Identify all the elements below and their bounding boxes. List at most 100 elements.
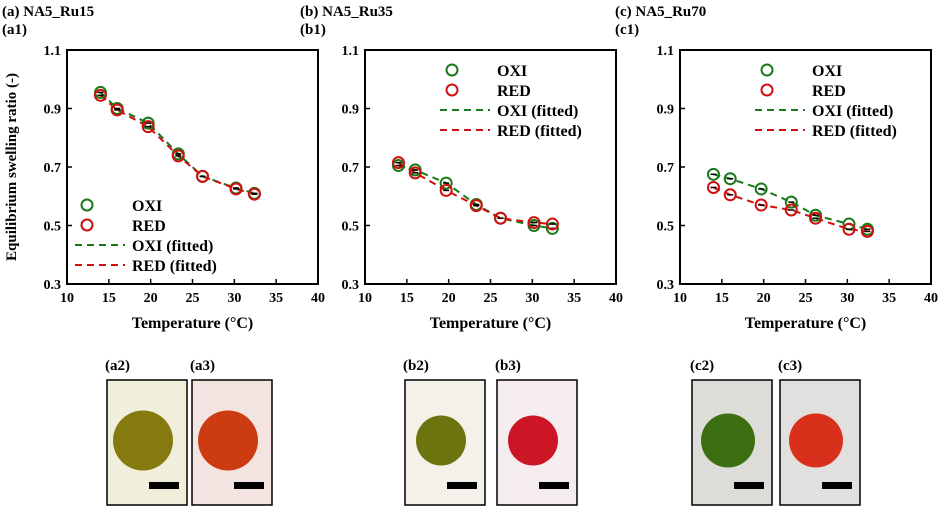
gel-bead	[789, 413, 843, 468]
legend-entry: OXI (fitted)	[132, 238, 213, 255]
data-point-red	[842, 222, 856, 236]
scale-bar	[734, 482, 764, 489]
legend-entry: OXI	[812, 63, 842, 80]
legend-entry: RED	[132, 218, 166, 235]
x-tick-label: 25	[186, 291, 200, 306]
data-point-red	[93, 88, 107, 102]
x-tick-label: 30	[525, 291, 539, 306]
scale-bar	[234, 482, 264, 489]
photo-label: (b2)	[403, 358, 429, 374]
gel-bead	[113, 410, 173, 471]
legend-entry: OXI (fitted)	[497, 103, 578, 120]
data-point-oxi	[784, 195, 798, 209]
y-tick-label: 0.9	[657, 103, 675, 118]
chart-0: (a) NA5_Ru15 (a1) 10 15 20 25 30 35 40 0.3 0.5 0.7 0…	[2, 4, 325, 332]
y-tick-label: 1.1	[657, 44, 675, 59]
chart-title: (a) NA5_Ru15	[2, 4, 94, 20]
x-tick-label: 35	[567, 291, 581, 306]
x-tick-label: 20	[757, 291, 771, 306]
y-tick-label: 1.1	[342, 44, 360, 59]
data-point-red	[545, 217, 559, 231]
chart-1: (b) NA5_Ru35 (b1) 10 15 20 25 30 35 40 0.3 0.5 0.7 0…	[300, 4, 623, 332]
x-tick-label: 25	[484, 291, 498, 306]
scale-bar	[447, 482, 477, 489]
data-point-red	[494, 211, 508, 225]
photo-label: (c2)	[690, 358, 714, 374]
scale-bar	[822, 482, 852, 489]
data-point-red	[469, 199, 483, 213]
panel-label: (b1)	[300, 22, 326, 38]
gel-bead	[416, 415, 466, 466]
legend-entry: RED (fitted)	[812, 123, 897, 140]
x-tick-label: 15	[102, 291, 116, 306]
data-point-red	[809, 211, 823, 225]
data-point-oxi	[723, 172, 737, 186]
x-tick-label: 40	[311, 291, 325, 306]
legend-marker	[760, 83, 774, 97]
y-tick-label: 0.5	[657, 220, 675, 235]
data-point-red	[171, 149, 185, 163]
gel-bead	[701, 413, 755, 468]
x-tick-label: 10	[673, 291, 687, 306]
panel-label: (c1)	[615, 22, 639, 38]
data-point-red	[247, 187, 261, 201]
y-axis-label: Equilibrium swelling ratio (-)	[4, 73, 20, 261]
x-tick-label: 15	[715, 291, 729, 306]
data-point-oxi	[706, 167, 720, 181]
x-tick-label: 10	[358, 291, 372, 306]
data-point-red	[860, 224, 874, 238]
legend-marker	[80, 198, 94, 212]
x-tick-label: 20	[144, 291, 158, 306]
legend-entry: OXI	[132, 198, 162, 215]
photo-b2: (b2)	[403, 358, 486, 506]
x-tick-label: 40	[609, 291, 623, 306]
data-point-red	[408, 166, 422, 180]
photo-label: (c3)	[778, 358, 802, 374]
data-point-red	[439, 183, 453, 197]
x-tick-label: 25	[799, 291, 813, 306]
data-point-oxi	[439, 176, 453, 190]
chart-title: (c) NA5_Ru70	[615, 4, 706, 20]
x-axis-label: Temperature (°C)	[132, 315, 253, 332]
chart-2: (c) NA5_Ru70 (c1) 10 15 20 25 30 35 40 0.3 0.5 0.7 0…	[615, 4, 938, 332]
y-tick-label: 0.7	[657, 161, 675, 176]
data-point-red	[196, 169, 210, 183]
legend-entry: RED	[497, 83, 531, 100]
data-point-red	[391, 156, 405, 170]
data-point-red	[754, 198, 768, 212]
legend-marker	[445, 83, 459, 97]
data-point-red	[784, 203, 798, 217]
legend-marker	[445, 63, 459, 77]
photo-label: (a2)	[105, 358, 130, 374]
gel-bead	[508, 415, 558, 466]
y-tick-label: 0.3	[657, 278, 675, 293]
data-point-oxi	[754, 182, 768, 196]
data-point-red	[706, 180, 720, 194]
photo-label: (b3)	[495, 358, 521, 374]
y-tick-label: 0.3	[44, 278, 62, 293]
y-tick-label: 0.5	[342, 220, 360, 235]
photo-a3: (a3)	[190, 358, 273, 506]
legend-entry: RED (fitted)	[132, 258, 217, 275]
y-tick-label: 0.9	[44, 103, 62, 118]
legend-entry: OXI (fitted)	[812, 103, 893, 120]
chart-title: (b) NA5_Ru35	[300, 4, 393, 20]
photo-c2: (c2)	[690, 358, 773, 506]
data-point-red	[723, 188, 737, 202]
x-tick-label: 15	[400, 291, 414, 306]
x-tick-label: 10	[60, 291, 74, 306]
data-point-oxi	[545, 221, 559, 235]
photo-label: (a3)	[190, 358, 215, 374]
x-axis-label: Temperature (°C)	[430, 315, 551, 332]
x-tick-label: 35	[269, 291, 283, 306]
plot-frame	[679, 49, 932, 285]
x-tick-label: 35	[882, 291, 896, 306]
y-tick-label: 0.7	[342, 161, 360, 176]
data-point-red	[527, 216, 541, 230]
photo-a2: (a2)	[105, 358, 188, 506]
legend-marker	[80, 218, 94, 232]
y-tick-label: 1.1	[44, 44, 62, 59]
photo-c3: (c3)	[778, 358, 861, 506]
legend-entry: RED	[812, 83, 846, 100]
